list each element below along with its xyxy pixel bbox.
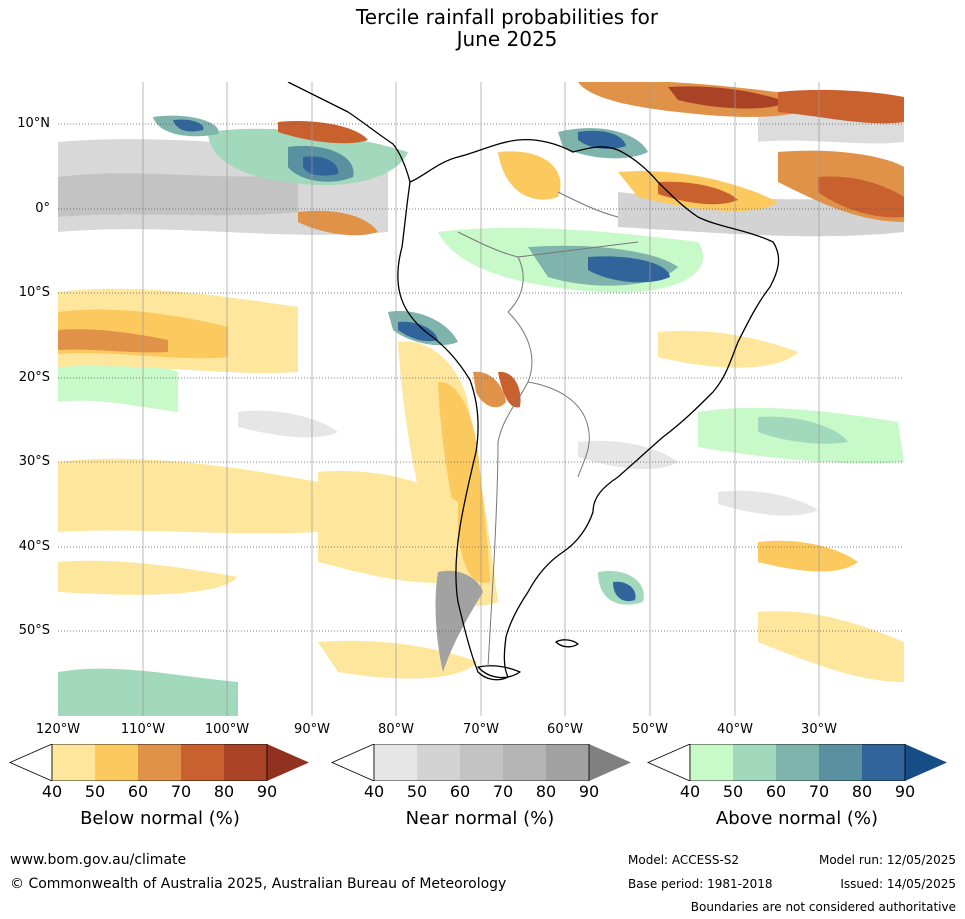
near-tick-50: 50 [406, 782, 428, 801]
below-tick-80: 80 [213, 782, 235, 801]
below-tick-40: 40 [41, 782, 63, 801]
map-title: Tercile rainfall probabilities for [355, 5, 659, 29]
colorbar-near-40-50 [374, 744, 417, 781]
near-normal-label: Near normal (%) [405, 808, 555, 829]
lon-label-40w: 40°W [717, 722, 753, 737]
lon-label-100w: 100°W [204, 722, 250, 737]
probability-field [58, 80, 904, 716]
near-tick-90: 90 [578, 782, 600, 801]
colorbar-above [647, 744, 947, 781]
probability-map [58, 80, 904, 716]
above-tick-60: 60 [765, 782, 787, 801]
colorbar-below-over [267, 744, 309, 781]
map-subtitle: June 2025 [456, 27, 558, 51]
footer-url: www.bom.gov.au/climate [10, 852, 187, 868]
colorbar-below-60-70 [138, 744, 181, 781]
lon-label-50w: 50°W [632, 722, 668, 737]
footer-copyright: © Commonwealth of Australia 2025, Austra… [10, 876, 507, 892]
above-tick-70: 70 [808, 782, 830, 801]
colorbar-above-60-70 [776, 744, 819, 781]
colorbar-below [9, 744, 309, 781]
colorbar-near-over [589, 744, 631, 781]
colorbar-above-70-80 [819, 744, 862, 781]
footer-disclaimer: Boundaries are not considered authoritat… [690, 900, 956, 914]
map-svg [58, 80, 904, 716]
footer-base-period: Base period: 1981-2018 [628, 877, 773, 891]
lon-label-60w: 60°W [547, 722, 583, 737]
near-tick-40: 40 [363, 782, 385, 801]
colorbar-near [331, 744, 631, 781]
colorbar-near-frame [373, 744, 590, 781]
lat-label-40s: 40°S [18, 539, 50, 554]
meridians [142, 82, 820, 716]
colorbar-above-40-50 [690, 744, 733, 781]
colorbar-above-under [647, 744, 691, 781]
colorbar-below-70-80 [181, 744, 224, 781]
below-tick-60: 60 [127, 782, 149, 801]
lat-label-10n: 10°N [17, 116, 50, 131]
near-tick-80: 80 [535, 782, 557, 801]
colorbar-above-80-90 [862, 744, 905, 781]
above-normal-label: Above normal (%) [715, 808, 879, 829]
below-tick-90: 90 [256, 782, 278, 801]
near-tick-70: 70 [492, 782, 514, 801]
lat-label-50s: 50°S [18, 623, 50, 638]
lat-label-0: 0° [35, 201, 50, 216]
above-tick-50: 50 [722, 782, 744, 801]
above-tick-40: 40 [679, 782, 701, 801]
colorbar-near-80-90 [546, 744, 589, 781]
above-tick-90: 90 [894, 782, 916, 801]
above-tick-80: 80 [851, 782, 873, 801]
lon-label-80w: 80°W [378, 722, 414, 737]
colorbar-below-frame [51, 744, 268, 781]
country-borders [457, 191, 639, 668]
lon-label-70w: 70°W [463, 722, 499, 737]
colorbar-below-80-90 [224, 744, 267, 781]
colorbar-above-frame [689, 744, 906, 781]
near-tick-60: 60 [449, 782, 471, 801]
colorbar-near-under [331, 744, 375, 781]
colorbar-near-70-80 [503, 744, 546, 781]
colorbar-above-50-60 [733, 744, 776, 781]
lon-label-120w: 120°W [35, 722, 81, 737]
lon-label-90w: 90°W [294, 722, 330, 737]
colorbar-above-over [905, 744, 947, 781]
footer-model-run: Model run: 12/05/2025 [818, 853, 956, 867]
lat-label-20s: 20°S [18, 370, 50, 385]
colorbar-below-under [9, 744, 53, 781]
colorbar-below-50-60 [95, 744, 138, 781]
footer-issued: Issued: 14/05/2025 [840, 877, 956, 891]
lat-label-10s: 10°S [18, 285, 50, 300]
footer-model: Model: ACCESS-S2 [628, 853, 740, 867]
below-tick-50: 50 [84, 782, 106, 801]
below-tick-70: 70 [170, 782, 192, 801]
colorbar-near-50-60 [417, 744, 460, 781]
below-normal-label: Below normal (%) [80, 808, 240, 829]
lon-label-110w: 110°W [120, 722, 166, 737]
coastlines [287, 81, 780, 681]
colorbar-near-60-70 [460, 744, 503, 781]
colorbar-below-40-50 [52, 744, 95, 781]
lon-label-30w: 30°W [801, 722, 837, 737]
lat-label-30s: 30°S [18, 454, 50, 469]
